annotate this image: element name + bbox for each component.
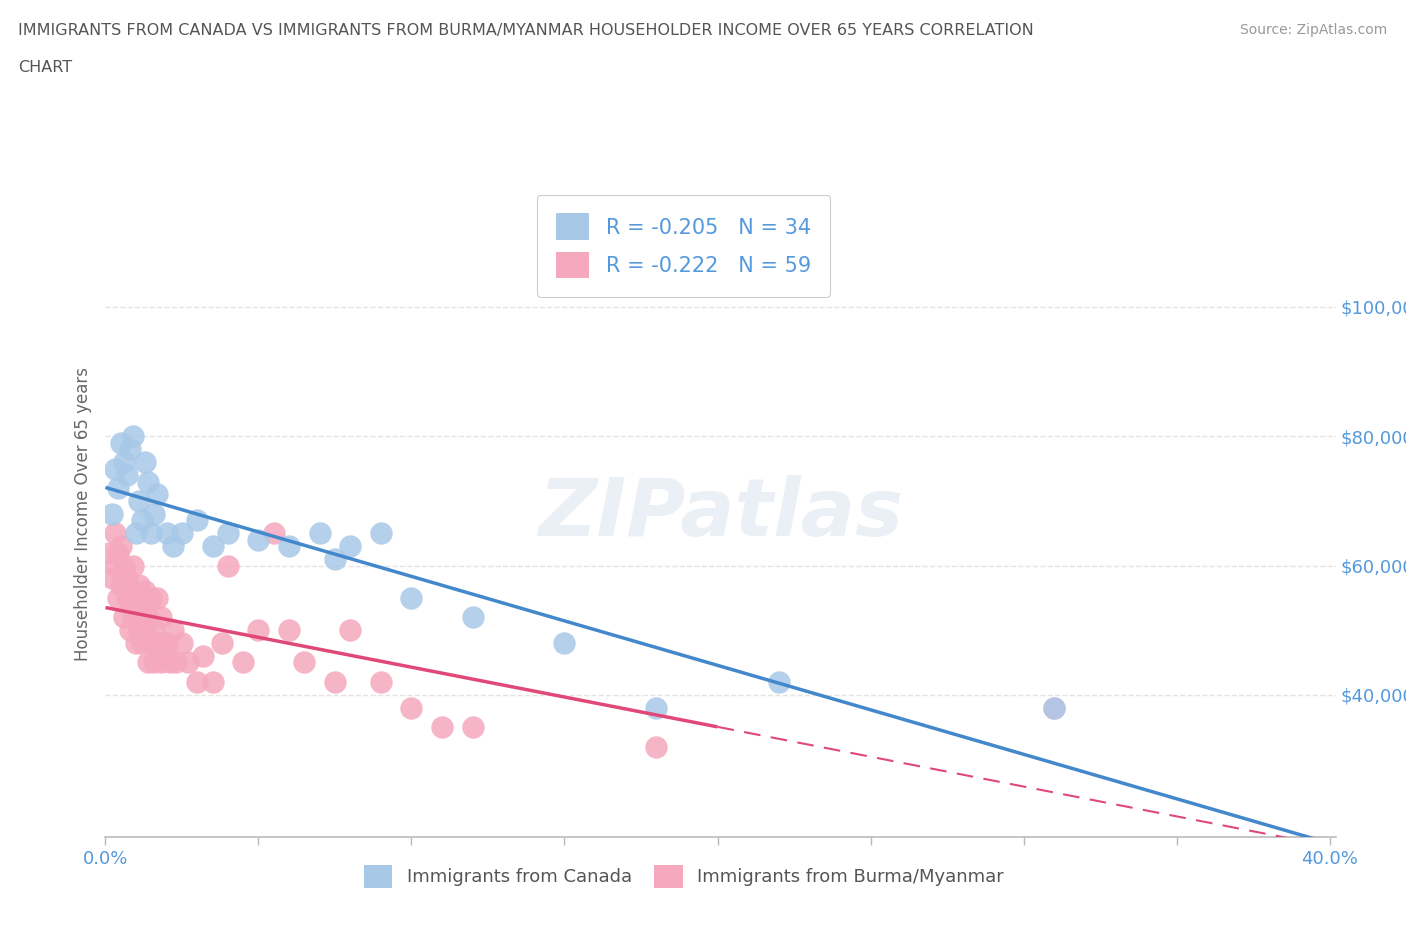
- Point: [339, 623, 361, 638]
- Point: [134, 455, 156, 470]
- Point: [107, 591, 129, 605]
- Point: [201, 674, 224, 689]
- Point: [278, 623, 301, 638]
- Point: [217, 558, 239, 573]
- Point: [104, 558, 127, 573]
- Point: [263, 525, 285, 540]
- Point: [128, 623, 150, 638]
- Point: [112, 558, 135, 573]
- Point: [308, 525, 330, 540]
- Point: [115, 571, 138, 586]
- Point: [1043, 700, 1066, 715]
- Point: [128, 494, 150, 509]
- Point: [118, 623, 141, 638]
- Point: [134, 584, 156, 599]
- Point: [323, 551, 346, 566]
- Point: [131, 512, 153, 527]
- Point: [193, 648, 215, 663]
- Point: [115, 591, 138, 605]
- Point: [110, 538, 132, 553]
- Point: [149, 655, 172, 670]
- Point: [122, 558, 145, 573]
- Point: [211, 636, 233, 651]
- Text: Source: ZipAtlas.com: Source: ZipAtlas.com: [1240, 23, 1388, 37]
- Point: [136, 655, 159, 670]
- Point: [122, 610, 145, 625]
- Point: [201, 538, 224, 553]
- Point: [170, 525, 193, 540]
- Point: [104, 461, 127, 476]
- Point: [370, 525, 392, 540]
- Point: [645, 700, 668, 715]
- Point: [768, 674, 790, 689]
- Point: [430, 720, 453, 735]
- Point: [247, 623, 270, 638]
- Point: [339, 538, 361, 553]
- Point: [162, 623, 184, 638]
- Point: [146, 591, 169, 605]
- Point: [125, 525, 148, 540]
- Point: [118, 442, 141, 457]
- Point: [232, 655, 254, 670]
- Point: [100, 571, 122, 586]
- Point: [461, 610, 484, 625]
- Point: [143, 507, 166, 522]
- Point: [122, 429, 145, 444]
- Point: [136, 474, 159, 489]
- Point: [247, 532, 270, 547]
- Point: [112, 455, 135, 470]
- Point: [146, 487, 169, 502]
- Point: [110, 578, 132, 592]
- Point: [170, 636, 193, 651]
- Point: [125, 591, 148, 605]
- Text: ZIPatlas: ZIPatlas: [538, 475, 903, 552]
- Point: [165, 655, 187, 670]
- Point: [100, 507, 122, 522]
- Point: [107, 545, 129, 560]
- Point: [149, 610, 172, 625]
- Point: [186, 674, 208, 689]
- Point: [115, 468, 138, 483]
- Text: CHART: CHART: [18, 60, 72, 75]
- Point: [128, 578, 150, 592]
- Point: [141, 591, 163, 605]
- Point: [278, 538, 301, 553]
- Point: [131, 604, 153, 618]
- Point: [97, 545, 120, 560]
- Point: [146, 636, 169, 651]
- Point: [134, 623, 156, 638]
- Point: [156, 525, 179, 540]
- Point: [553, 636, 575, 651]
- Point: [156, 636, 179, 651]
- Point: [110, 435, 132, 450]
- Point: [118, 584, 141, 599]
- Point: [141, 525, 163, 540]
- Point: [401, 700, 423, 715]
- Point: [461, 720, 484, 735]
- Point: [159, 655, 181, 670]
- Point: [131, 636, 153, 651]
- Point: [217, 525, 239, 540]
- Point: [292, 655, 315, 670]
- Legend: Immigrants from Canada, Immigrants from Burma/Myanmar: Immigrants from Canada, Immigrants from …: [349, 850, 1018, 902]
- Point: [143, 655, 166, 670]
- Point: [125, 636, 148, 651]
- Point: [136, 610, 159, 625]
- Point: [152, 636, 174, 651]
- Y-axis label: Householder Income Over 65 years: Householder Income Over 65 years: [73, 366, 91, 661]
- Point: [370, 674, 392, 689]
- Point: [323, 674, 346, 689]
- Point: [141, 636, 163, 651]
- Point: [112, 610, 135, 625]
- Point: [186, 512, 208, 527]
- Point: [104, 525, 127, 540]
- Text: IMMIGRANTS FROM CANADA VS IMMIGRANTS FROM BURMA/MYANMAR HOUSEHOLDER INCOME OVER : IMMIGRANTS FROM CANADA VS IMMIGRANTS FRO…: [18, 23, 1033, 38]
- Point: [1043, 700, 1066, 715]
- Point: [107, 481, 129, 496]
- Point: [177, 655, 200, 670]
- Point: [143, 623, 166, 638]
- Point: [645, 739, 668, 754]
- Point: [162, 538, 184, 553]
- Point: [401, 591, 423, 605]
